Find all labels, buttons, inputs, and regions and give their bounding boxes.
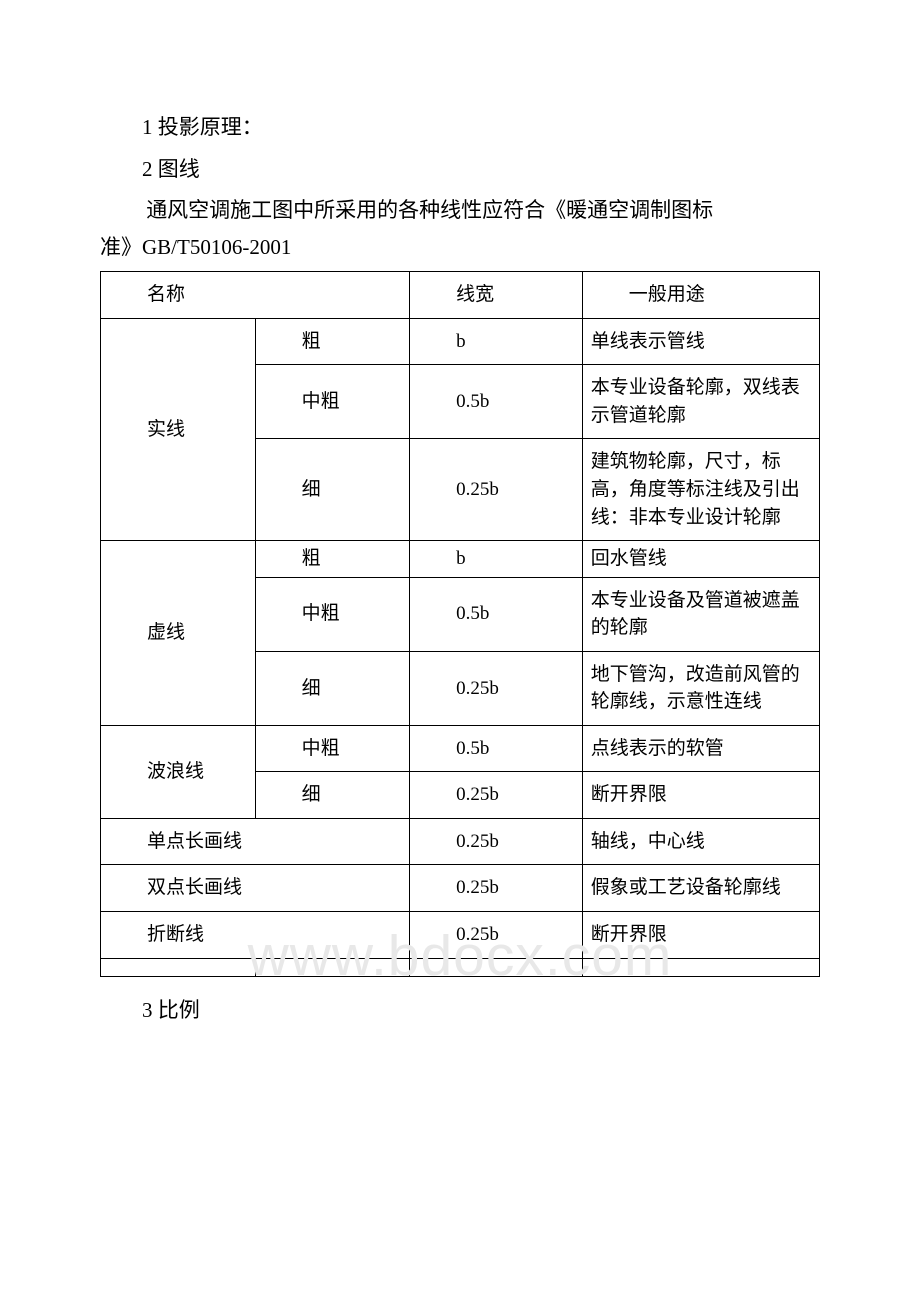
width-cell: 0.5b: [410, 365, 583, 439]
sub-cell: 粗: [255, 541, 410, 578]
width-cell: 0.25b: [410, 772, 583, 819]
sub-cell: 粗: [255, 318, 410, 365]
table-header-row: 名称 线宽 一般用途: [101, 272, 820, 319]
usage-cell: 回水管线: [582, 541, 819, 578]
usage-cell: 假象或工艺设备轮廓线: [582, 865, 819, 912]
table-row: 虚线 粗 b 回水管线: [101, 541, 820, 578]
usage-cell: 断开界限: [582, 772, 819, 819]
usage-cell: 地下管沟，改造前风管的轮廓线，示意性连线: [582, 651, 819, 725]
group-name: 虚线: [101, 541, 256, 726]
header-name: 名称: [101, 272, 410, 319]
usage-cell: 单线表示管线: [582, 318, 819, 365]
sub-cell: 细: [255, 772, 410, 819]
line-types-table: 名称 线宽 一般用途 实线 粗 b 单线表示管线 中粗 0.5b 本专业设备轮廓…: [100, 271, 820, 976]
width-cell: 0.5b: [410, 577, 583, 651]
usage-cell: 断开界限: [582, 912, 819, 959]
table-empty-row: [101, 958, 820, 976]
usage-cell: 建筑物轮廓，尺寸，标高，角度等标注线及引出线：非本专业设计轮廓: [582, 439, 819, 541]
width-cell: b: [410, 318, 583, 365]
width-cell: 0.25b: [410, 818, 583, 865]
group-name: 波浪线: [101, 725, 256, 818]
usage-cell: 轴线，中心线: [582, 818, 819, 865]
width-cell: 0.25b: [410, 439, 583, 541]
header-width: 线宽: [410, 272, 583, 319]
width-cell: 0.5b: [410, 725, 583, 772]
usage-cell: 本专业设备轮廓，双线表示管道轮廓: [582, 365, 819, 439]
sub-cell: 细: [255, 651, 410, 725]
width-cell: 0.25b: [410, 912, 583, 959]
intro-line-2: 准》GB/T50106-2001: [100, 229, 820, 266]
table-row: 折断线 0.25b 断开界限: [101, 912, 820, 959]
group-name: 实线: [101, 318, 256, 540]
sub-cell: 细: [255, 439, 410, 541]
sub-cell: 中粗: [255, 577, 410, 651]
usage-cell: 本专业设备及管道被遮盖的轮廓: [582, 577, 819, 651]
paragraph-intro: 通风空调施工图中所采用的各种线性应符合《暖通空调制图标 准》GB/T50106-…: [100, 192, 820, 266]
intro-line-1: 通风空调施工图中所采用的各种线性应符合《暖通空调制图标: [100, 192, 820, 229]
paragraph-3: 3 比例: [100, 991, 820, 1031]
table-row: 双点长画线 0.25b 假象或工艺设备轮廓线: [101, 865, 820, 912]
table-row: 波浪线 中粗 0.5b 点线表示的软管: [101, 725, 820, 772]
table-row: 实线 粗 b 单线表示管线: [101, 318, 820, 365]
width-cell: b: [410, 541, 583, 578]
sub-cell: 中粗: [255, 365, 410, 439]
single-name: 折断线: [101, 912, 410, 959]
sub-cell: 中粗: [255, 725, 410, 772]
single-name: 双点长画线: [101, 865, 410, 912]
usage-cell: 点线表示的软管: [582, 725, 819, 772]
single-name: 单点长画线: [101, 818, 410, 865]
paragraph-1: 1 投影原理：: [100, 108, 820, 148]
width-cell: 0.25b: [410, 865, 583, 912]
width-cell: 0.25b: [410, 651, 583, 725]
header-usage: 一般用途: [582, 272, 819, 319]
table-row: 单点长画线 0.25b 轴线，中心线: [101, 818, 820, 865]
paragraph-2: 2 图线: [100, 150, 820, 190]
